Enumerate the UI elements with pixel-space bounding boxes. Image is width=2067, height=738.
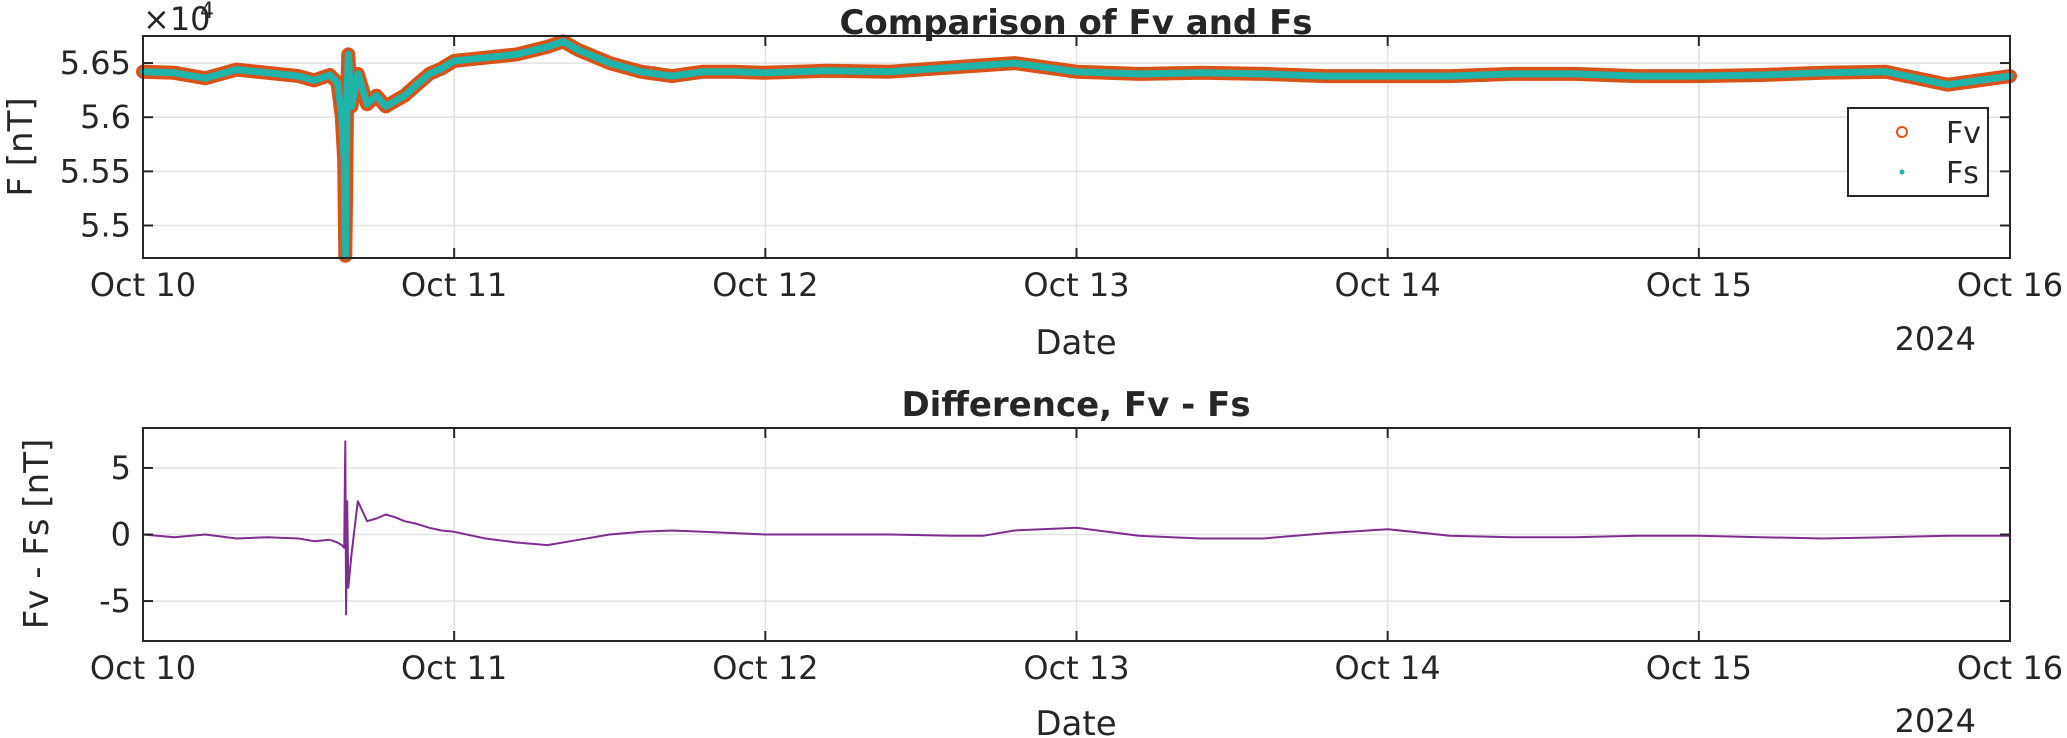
comparison-exponent-power: 4 xyxy=(200,0,214,24)
x-tick-label: Oct 16 xyxy=(1957,649,2063,687)
y-tick-label: 5.65 xyxy=(60,44,131,82)
x-tick-label: Oct 14 xyxy=(1335,266,1441,304)
y-tick-label: 0 xyxy=(111,516,131,554)
x-tick-label: Oct 15 xyxy=(1646,266,1752,304)
legend-box xyxy=(1847,107,1989,197)
comparison-xlabel: Date xyxy=(1035,323,1116,363)
difference-year-label: 2024 xyxy=(1895,702,1976,738)
x-tick-label: Oct 14 xyxy=(1335,649,1441,687)
x-tick-label: Oct 11 xyxy=(401,649,507,687)
x-tick-label: Oct 13 xyxy=(1023,266,1129,304)
difference-ylabel: Fv - Fs [nT] xyxy=(17,439,57,630)
x-tick-label: Oct 10 xyxy=(90,266,196,304)
comparison-title: Comparison of Fv and Fs xyxy=(839,3,1312,43)
y-tick-label: 5 xyxy=(111,449,131,487)
comparison-exponent: ×10 xyxy=(143,0,211,38)
legend-fs-marker-icon xyxy=(1899,169,1905,175)
difference-title: Difference, Fv - Fs xyxy=(901,385,1250,425)
difference-series xyxy=(142,440,2010,616)
difference-xlabel: Date xyxy=(1035,704,1116,738)
difference-ticks: Oct 10 Oct 11 Oct 12 Oct 13 Oct 14 Oct 15 Oct … xyxy=(90,428,2063,687)
x-tick-label: Oct 16 xyxy=(1957,266,2063,304)
y-tick-label: 5.5 xyxy=(80,207,131,245)
x-tick-label: Oct 13 xyxy=(1023,649,1129,687)
x-tick-label: Oct 11 xyxy=(401,266,507,304)
x-tick-label: Oct 12 xyxy=(712,266,818,304)
comparison-series xyxy=(136,34,2017,263)
comparison-ylabel: F [nT] xyxy=(1,97,41,196)
comparison-panel: Oct 10 Oct 11 Oct 12 Oct 13 Oct 14 Oct 15 Oct … xyxy=(1,0,2063,363)
y-tick-label: 5.55 xyxy=(60,152,131,190)
x-tick-label: Oct 12 xyxy=(712,649,818,687)
y-tick-label: 5.6 xyxy=(80,98,131,136)
x-tick-label: Oct 15 xyxy=(1646,649,1752,687)
difference-panel: Oct 10 Oct 11 Oct 12 Oct 13 Oct 14 Oct 15 Oct … xyxy=(17,385,2063,738)
series-line-difference xyxy=(142,440,2010,616)
legend-fv-marker-icon xyxy=(1896,126,1908,138)
comparison-year-label: 2024 xyxy=(1895,320,1976,358)
legend-fs-label: Fs xyxy=(1946,156,1979,191)
comparison-legend: Fv Fs xyxy=(1847,107,1989,197)
y-tick-label: -5 xyxy=(99,582,131,620)
comparison-ticks: Oct 10 Oct 11 Oct 12 Oct 13 Oct 14 Oct 15 Oct … xyxy=(60,36,2063,304)
series-line-fs xyxy=(139,37,2014,260)
x-tick-label: Oct 10 xyxy=(90,649,196,687)
legend-fv-label: Fv xyxy=(1946,116,1981,151)
